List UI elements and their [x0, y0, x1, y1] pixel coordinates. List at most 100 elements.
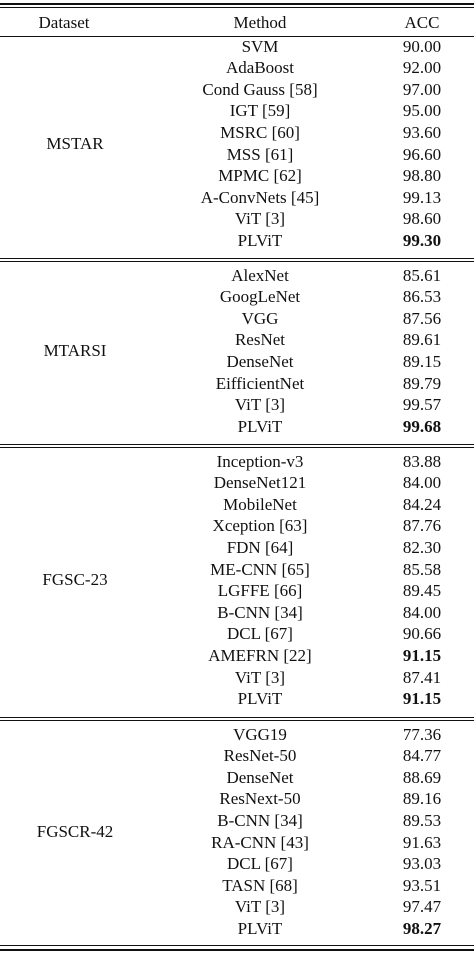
table-row: FDN [64] 82.30	[0, 537, 474, 559]
dataset-label: FGSC-23	[42, 570, 108, 590]
method-cell: PLViT	[237, 918, 283, 938]
table-row: ViT [3] 87.41	[0, 667, 474, 689]
table-row: AdaBoost 92.00	[0, 57, 474, 79]
acc-cell: 91.15	[402, 645, 442, 665]
acc-cell: 88.69	[402, 767, 442, 787]
acc-cell: 87.56	[402, 308, 442, 328]
table-row: Cond Gauss [58] 97.00	[0, 79, 474, 101]
top-rule-1	[0, 3, 474, 5]
table-row: B-CNN [34] 89.53	[0, 810, 474, 832]
acc-cell: 87.76	[402, 516, 442, 536]
method-cell: Cond Gauss [58]	[202, 79, 318, 99]
acc-cell: 82.30	[402, 537, 442, 557]
bottom-rule-1	[0, 945, 474, 946]
table-row: PLViT 99.68	[0, 416, 474, 438]
dataset-section: FGSC-23 Inception-v3 83.88 DenseNet121 84.00…	[0, 451, 474, 710]
table-row: IGT [59] 95.00	[0, 100, 474, 122]
acc-cell: 98.80	[402, 166, 442, 186]
method-cell: MSRC [60]	[220, 122, 300, 142]
table-row: AlexNet 85.61	[0, 265, 474, 287]
method-cell: AdaBoost	[226, 58, 294, 78]
table-row: RA-CNN [43] 91.63	[0, 832, 474, 854]
method-cell: PLViT	[237, 689, 283, 709]
method-cell: PLViT	[237, 416, 283, 436]
acc-cell: 95.00	[402, 101, 442, 121]
acc-cell: 99.57	[402, 395, 442, 415]
method-cell: RA-CNN [43]	[211, 832, 309, 852]
acc-cell: 89.53	[402, 810, 442, 830]
top-rule-2	[0, 7, 474, 8]
section-rule	[0, 260, 474, 262]
method-cell: AMEFRN [22]	[208, 645, 312, 665]
acc-cell: 91.63	[402, 832, 442, 852]
acc-cell: 89.45	[402, 581, 442, 601]
acc-cell: 97.47	[402, 897, 442, 917]
table-row: SVM 90.00	[0, 36, 474, 58]
table-row: DCL [67] 90.66	[0, 623, 474, 645]
method-cell: ResNet-50	[223, 746, 297, 766]
section-rule	[0, 257, 474, 259]
dataset-label: MSTAR	[46, 133, 104, 153]
acc-cell: 93.51	[402, 875, 442, 895]
acc-cell: 85.58	[402, 559, 442, 579]
table-row: LGFFE [66] 89.45	[0, 580, 474, 602]
acc-cell: 85.61	[402, 265, 442, 285]
dataset-section: MSTAR SVM 90.00 AdaBoost 92.00 Cond Gauss [58…	[0, 36, 474, 252]
acc-cell: 99.68	[402, 416, 442, 436]
table-row: MSRC [60] 93.60	[0, 122, 474, 144]
acc-cell: 89.15	[402, 351, 442, 371]
method-cell: VGG	[241, 308, 279, 328]
method-cell: PLViT	[237, 230, 283, 250]
table-row: DenseNet 89.15	[0, 351, 474, 373]
acc-cell: 98.60	[402, 209, 442, 229]
table-row: ViT [3] 99.57	[0, 394, 474, 416]
method-cell: DCL [67]	[227, 854, 293, 874]
acc-cell: 91.15	[402, 689, 442, 709]
method-cell: DenseNet	[226, 351, 294, 371]
method-cell: VGG19	[233, 724, 287, 744]
acc-cell: 99.13	[402, 187, 442, 207]
method-cell: DenseNet	[226, 767, 294, 787]
acc-cell: 89.61	[402, 330, 442, 350]
method-cell: GoogLeNet	[219, 287, 301, 307]
header-rule	[0, 36, 474, 37]
acc-cell: 77.36	[402, 724, 442, 744]
header-method: Method	[233, 13, 287, 32]
method-cell: ME-CNN [65]	[210, 559, 310, 579]
dataset-label: FGSCR-42	[36, 821, 114, 841]
acc-cell: 84.00	[402, 602, 442, 622]
table-row: B-CNN [34] 84.00	[0, 602, 474, 624]
table-row: PLViT 91.15	[0, 688, 474, 710]
method-cell: ViT [3]	[234, 395, 286, 415]
acc-cell: 86.53	[402, 287, 442, 307]
acc-cell: 84.77	[402, 746, 442, 766]
bottom-rule-2	[0, 949, 474, 951]
table-row: TASN [68] 93.51	[0, 875, 474, 897]
acc-cell: 98.27	[402, 918, 442, 938]
table-row: DCL [67] 93.03	[0, 853, 474, 875]
table-row: DenseNet121 84.00	[0, 472, 474, 494]
method-cell: ViT [3]	[234, 897, 286, 917]
method-cell: DenseNet121	[213, 473, 307, 493]
acc-cell: 93.03	[402, 854, 442, 874]
acc-cell: 96.60	[402, 144, 442, 164]
table-row: VGG19 77.36	[0, 724, 474, 746]
method-cell: ResNext-50	[219, 789, 301, 809]
method-cell: A-ConvNets [45]	[200, 187, 320, 207]
dataset-section: FGSCR-42 VGG19 77.36 ResNet-50 84.77 DenseNet…	[0, 724, 474, 940]
table-row: AMEFRN [22] 91.15	[0, 645, 474, 667]
header-dataset: Dataset	[38, 13, 90, 32]
method-cell: AlexNet	[231, 265, 289, 285]
acc-cell: 84.00	[402, 473, 442, 493]
method-cell: LGFFE [66]	[217, 581, 303, 601]
table-row: PLViT 99.30	[0, 230, 474, 252]
acc-cell: 97.00	[402, 79, 442, 99]
acc-cell: 90.00	[402, 36, 442, 56]
table-row: DenseNet 88.69	[0, 767, 474, 789]
table-row: MobileNet 84.24	[0, 494, 474, 516]
method-cell: B-CNN [34]	[217, 810, 303, 830]
table-row: ViT [3] 97.47	[0, 896, 474, 918]
table-row: Inception-v3 83.88	[0, 451, 474, 473]
dataset-section: MTARSI AlexNet 85.61 GoogLeNet 86.53 VGG 87.56…	[0, 265, 474, 438]
table-row: A-ConvNets [45] 99.13	[0, 187, 474, 209]
